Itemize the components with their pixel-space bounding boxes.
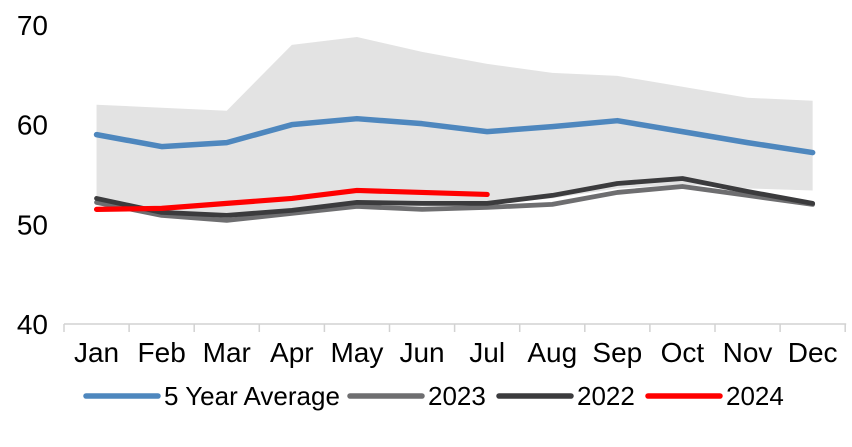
x-axis-label-aug: Aug (527, 337, 577, 368)
x-axis-label-nov: Nov (723, 337, 773, 368)
legend-label: 5 Year Average (164, 381, 340, 411)
series-line-5-year-average (93, 115, 816, 156)
legend-item-5-year-average: 5 Year Average (83, 381, 340, 411)
x-axis-label-feb: Feb (138, 337, 186, 368)
x-axis-label-jun: Jun (399, 337, 444, 368)
x-axis-label-oct: Oct (661, 337, 705, 368)
y-axis-label: 50 (17, 209, 48, 240)
x-axis-label-mar: Mar (203, 337, 251, 368)
series-line-2022 (94, 176, 816, 218)
x-axis-label-dec: Dec (788, 337, 838, 368)
legend-label: 2023 (428, 381, 486, 411)
y-axis-label: 40 (17, 309, 48, 340)
y-axis-label: 70 (17, 10, 48, 41)
series-line-2024 (93, 187, 490, 212)
legend-label: 2024 (726, 381, 784, 411)
x-axis-label-apr: Apr (270, 337, 314, 368)
x-axis-label-sep: Sep (592, 337, 642, 368)
legend-item-2023: 2023 (347, 381, 486, 411)
x-axis-label-jul: Jul (469, 337, 505, 368)
series-line-2023 (94, 184, 816, 223)
y-axis-label: 60 (17, 110, 48, 141)
legend-item-2022: 2022 (496, 381, 635, 411)
x-axis-label-jan: Jan (74, 337, 119, 368)
legend-label: 2022 (577, 381, 635, 411)
x-axis-label-may: May (330, 337, 383, 368)
legend-item-2024: 2024 (645, 381, 784, 411)
